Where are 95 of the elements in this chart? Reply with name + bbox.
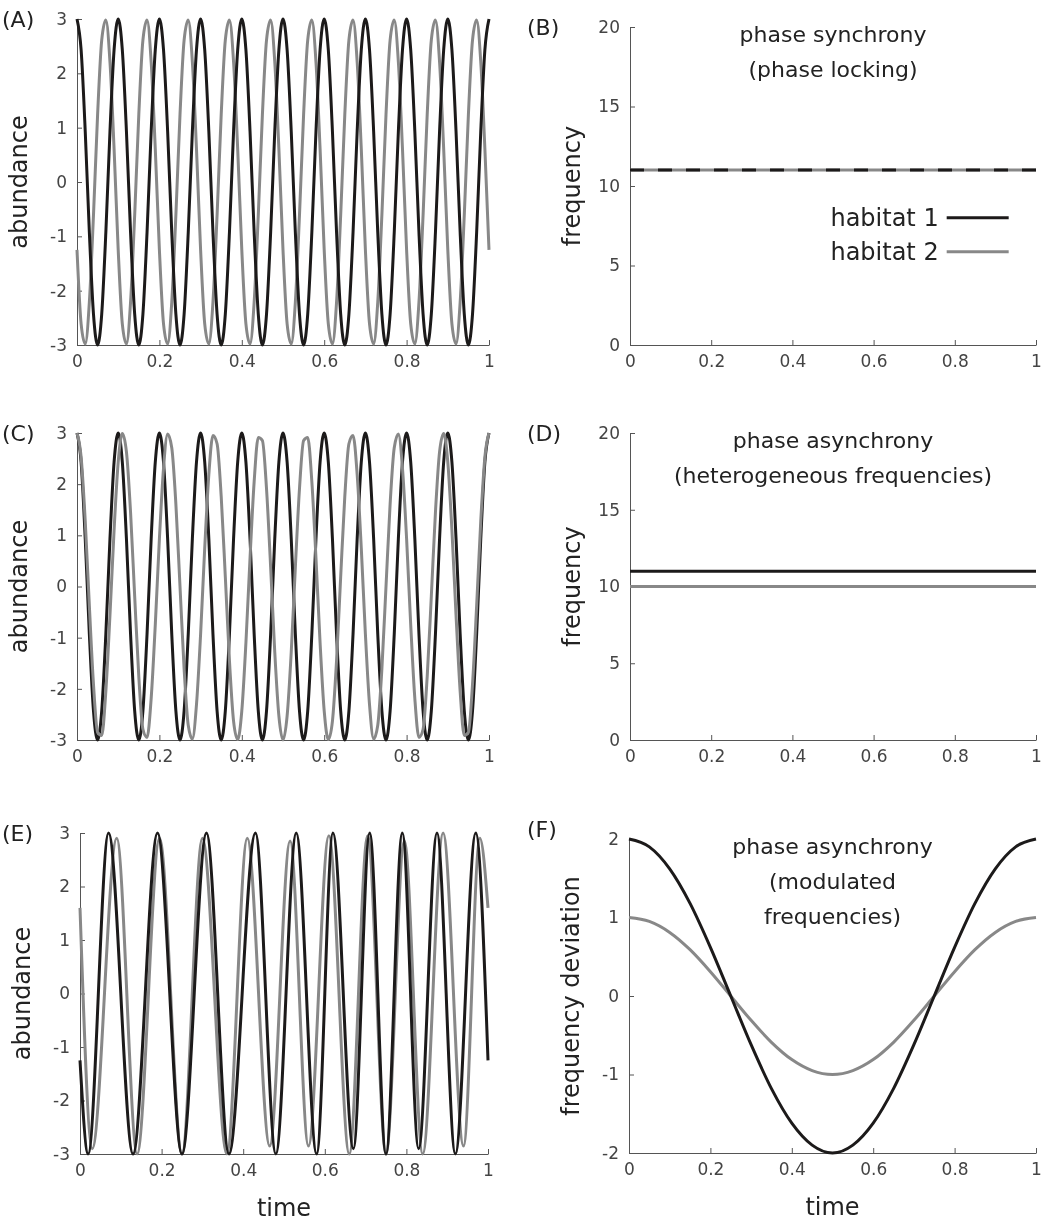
x-tick-label: 1 xyxy=(484,746,495,767)
x-tick-label: 0.8 xyxy=(393,351,421,372)
y-tick-label: 15 xyxy=(598,96,620,117)
y-tick-label: 2 xyxy=(59,876,70,897)
x-tick-label: 0 xyxy=(624,1159,635,1180)
y-tick-label: 3 xyxy=(56,8,67,29)
y-tick-label: 10 xyxy=(598,175,620,196)
y-tick-label: -1 xyxy=(53,1036,70,1057)
x-tick-label: 0.2 xyxy=(698,746,726,767)
x-tick-label: 0.2 xyxy=(146,746,174,767)
text: (C) xyxy=(2,421,35,446)
text: (A) xyxy=(2,7,35,32)
text: (D) xyxy=(527,421,562,446)
y-tick-label: -2 xyxy=(50,280,67,301)
x-tick-label: 0.4 xyxy=(228,746,256,767)
y-axis-title: abundance xyxy=(8,926,36,1061)
y-tick-label: 1 xyxy=(608,907,619,928)
text: (modulated frequencies) xyxy=(763,869,902,929)
y-tick-label: 0 xyxy=(609,334,620,355)
y-tick-label: 20 xyxy=(598,16,620,37)
legend-label: habitat 1 xyxy=(830,203,939,232)
x-tick-label: 0.4 xyxy=(228,351,256,372)
x-tick-label: 0.4 xyxy=(779,351,807,372)
x-tick-label: 0.6 xyxy=(311,1160,339,1181)
x-tick-label: 1 xyxy=(484,351,495,372)
x-tick-label: 0 xyxy=(75,1160,86,1181)
text: (E) xyxy=(2,821,34,846)
x-tick-label: 0.2 xyxy=(148,1160,176,1181)
x-tick-label: 0.6 xyxy=(311,746,339,767)
y-tick-label: 5 xyxy=(609,255,620,276)
y-axis-title: abundance xyxy=(5,115,33,249)
x-tick-label: 0.6 xyxy=(860,1159,888,1180)
y-tick-label: 15 xyxy=(598,499,620,520)
y-tick-label: 3 xyxy=(56,422,67,443)
x-tick-label: 0 xyxy=(625,746,636,767)
y-axis-title: abundance xyxy=(5,519,33,654)
y-tick-label: 0 xyxy=(608,985,619,1006)
x-tick-label: 0.2 xyxy=(697,1159,725,1180)
line-series xyxy=(627,837,1038,1155)
x-tick-label: 1 xyxy=(1031,351,1042,372)
y-tick-label: 10 xyxy=(598,576,620,597)
y-tick-label: 0 xyxy=(609,729,620,750)
y-tick-label: 0 xyxy=(56,576,67,597)
x-tick-label: 0.8 xyxy=(941,746,969,767)
legend-label: habitat 2 xyxy=(830,237,939,266)
y-tick-label: 2 xyxy=(56,63,67,84)
x-tick-label: 0.2 xyxy=(146,351,174,372)
text: (B) xyxy=(527,15,560,40)
text: (phase locking) xyxy=(748,57,918,82)
x-axis-title: time xyxy=(805,1193,860,1221)
x-tick-label: 1 xyxy=(483,1160,494,1181)
y-tick-label: 1 xyxy=(56,117,67,138)
y-tick-label: -1 xyxy=(50,627,67,648)
y-tick-label: 2 xyxy=(608,828,619,849)
x-tick-label: 0 xyxy=(625,351,636,372)
y-tick-label: 2 xyxy=(56,474,67,495)
x-tick-label: 0.4 xyxy=(779,746,807,767)
y-tick-label: 1 xyxy=(59,929,70,950)
y-tick-label: -2 xyxy=(50,678,67,699)
x-tick-label: 0 xyxy=(72,351,83,372)
x-tick-label: 0.8 xyxy=(393,746,421,767)
x-tick-label: 0.4 xyxy=(778,1159,806,1180)
y-tick-label: 3 xyxy=(59,822,70,843)
text: (F) xyxy=(527,817,557,842)
x-axis-title: time xyxy=(256,1194,312,1222)
chart-title: phase asynchrony xyxy=(732,428,934,453)
x-tick-label: 1 xyxy=(1031,746,1042,767)
x-tick-label: 0.6 xyxy=(311,351,339,372)
y-tick-label: -2 xyxy=(53,1090,70,1111)
chart-title: phase asynchrony xyxy=(732,834,933,859)
x-tick-label: 0.4 xyxy=(230,1160,258,1181)
x-tick-label: 0.8 xyxy=(941,1159,969,1180)
y-tick-label: -2 xyxy=(602,1142,619,1163)
y-tick-label: -3 xyxy=(50,729,67,750)
y-axis-title: frequency deviation xyxy=(557,876,585,1116)
x-tick-label: 1 xyxy=(1031,1159,1042,1180)
y-axis-title: frequency xyxy=(558,526,586,647)
x-tick-label: 0.8 xyxy=(393,1160,421,1181)
y-axis-title: frequency xyxy=(558,125,586,247)
y-tick-label: 0 xyxy=(59,983,70,1004)
x-tick-label: 0.6 xyxy=(860,351,888,372)
y-tick-label: 1 xyxy=(56,525,67,546)
y-tick-label: -3 xyxy=(50,334,67,355)
x-tick-label: 0.2 xyxy=(698,351,726,372)
x-tick-label: 0.8 xyxy=(941,351,969,372)
x-tick-label: 0 xyxy=(72,746,83,767)
chart-title: phase synchrony xyxy=(739,22,927,47)
y-tick-label: 5 xyxy=(609,653,620,674)
y-tick-label: -1 xyxy=(602,1064,619,1085)
text: (heterogeneous frequencies) xyxy=(673,463,993,488)
y-tick-label: -3 xyxy=(53,1143,70,1164)
y-tick-label: 20 xyxy=(598,422,620,443)
x-tick-label: 0.6 xyxy=(860,746,888,767)
y-tick-label: 0 xyxy=(56,171,67,192)
y-tick-label: -1 xyxy=(50,226,67,247)
